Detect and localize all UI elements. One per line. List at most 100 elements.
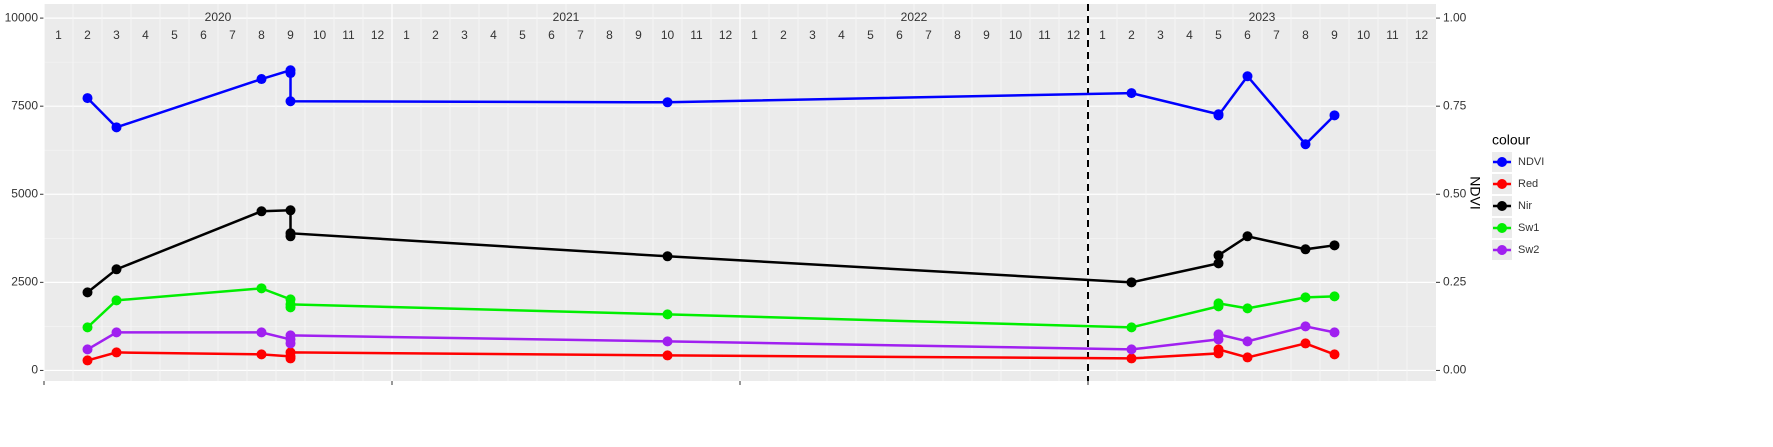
data-point	[256, 206, 267, 217]
data-point	[256, 74, 267, 85]
month-label: 10	[1357, 28, 1371, 42]
month-label: 7	[925, 28, 932, 42]
data-point	[1329, 349, 1340, 360]
month-label: 3	[809, 28, 816, 42]
month-label: 4	[838, 28, 845, 42]
data-point	[285, 68, 296, 79]
data-point	[1126, 344, 1137, 355]
data-point	[662, 97, 673, 108]
month-label: 12	[1067, 28, 1081, 42]
data-point	[662, 251, 673, 262]
month-label: 9	[287, 28, 294, 42]
month-label: 11	[342, 28, 355, 42]
month-label: 10	[661, 28, 675, 42]
legend-dot	[1497, 201, 1507, 211]
month-label: 5	[519, 28, 526, 42]
data-point	[1242, 336, 1253, 347]
data-point	[111, 295, 122, 306]
data-point	[1300, 338, 1311, 349]
data-point	[285, 205, 296, 216]
month-label: 10	[1009, 28, 1023, 42]
y2-tick-label: 0.75	[1443, 98, 1467, 112]
month-label: 12	[1415, 28, 1429, 42]
data-point	[1329, 291, 1340, 302]
month-label: 9	[983, 28, 990, 42]
month-label: 9	[1331, 28, 1338, 42]
month-label: 11	[1038, 28, 1051, 42]
data-point	[256, 349, 267, 360]
data-point	[1329, 327, 1340, 338]
data-point	[1126, 277, 1137, 288]
data-point	[82, 355, 93, 366]
month-label: 2	[1128, 28, 1135, 42]
data-point	[285, 228, 296, 239]
data-point	[111, 347, 122, 358]
y-tick-label: 5000	[11, 186, 38, 200]
month-label: 12	[371, 28, 385, 42]
data-point	[256, 283, 267, 294]
month-label: 8	[1302, 28, 1309, 42]
month-label: 8	[258, 28, 265, 42]
y-tick-label: 10000	[5, 10, 39, 24]
legend-label: NDVI	[1518, 156, 1544, 168]
legend-dot	[1497, 179, 1507, 189]
month-label: 1	[403, 28, 410, 42]
data-point	[285, 330, 296, 341]
month-label: 2	[432, 28, 439, 42]
data-point	[285, 347, 296, 358]
data-point	[82, 287, 93, 298]
month-label: 3	[1157, 28, 1164, 42]
data-point	[1213, 329, 1224, 340]
data-point	[662, 309, 673, 320]
month-label: 4	[1186, 28, 1193, 42]
month-label: 4	[490, 28, 497, 42]
legend-label: Sw1	[1518, 222, 1539, 234]
legend-label: Nir	[1518, 200, 1532, 212]
data-point	[111, 327, 122, 338]
data-point	[1242, 71, 1253, 82]
data-point	[111, 122, 122, 133]
month-label: 6	[200, 28, 207, 42]
data-point	[1213, 110, 1224, 121]
legend-dot	[1497, 223, 1507, 233]
month-label: 6	[896, 28, 903, 42]
data-point	[1213, 344, 1224, 355]
data-point	[1300, 321, 1311, 332]
y-tick-label: 0	[31, 363, 38, 377]
month-label: 2	[84, 28, 91, 42]
month-label: 1	[55, 28, 62, 42]
y2-tick-label: 0.50	[1443, 186, 1467, 200]
legend-dot	[1497, 157, 1507, 167]
month-label: 9	[635, 28, 642, 42]
month-label: 11	[690, 28, 703, 42]
month-label: 12	[719, 28, 733, 42]
data-point	[285, 299, 296, 310]
data-point	[1213, 258, 1224, 269]
data-point	[1242, 303, 1253, 314]
data-point	[1126, 353, 1137, 364]
month-label: 8	[606, 28, 613, 42]
month-label: 7	[229, 28, 236, 42]
month-label: 5	[1215, 28, 1222, 42]
legend-label: Red	[1518, 178, 1538, 190]
data-point	[1126, 322, 1137, 333]
month-label: 6	[1244, 28, 1251, 42]
y-tick-label: 2500	[11, 275, 38, 289]
data-point	[1300, 139, 1311, 150]
data-point	[662, 336, 673, 347]
month-label: 10	[313, 28, 327, 42]
data-point	[82, 93, 93, 104]
legend-dot	[1497, 245, 1507, 255]
data-point	[1300, 292, 1311, 303]
data-point	[1242, 352, 1253, 363]
data-point	[662, 350, 673, 361]
y2-tick-label: 0.00	[1443, 363, 1467, 377]
data-point	[285, 338, 296, 349]
data-point	[1300, 244, 1311, 255]
month-label: 11	[1386, 28, 1399, 42]
month-label: 7	[1273, 28, 1280, 42]
data-point	[82, 322, 93, 333]
data-point	[1329, 240, 1340, 251]
month-label: 6	[548, 28, 555, 42]
data-point	[111, 264, 122, 275]
